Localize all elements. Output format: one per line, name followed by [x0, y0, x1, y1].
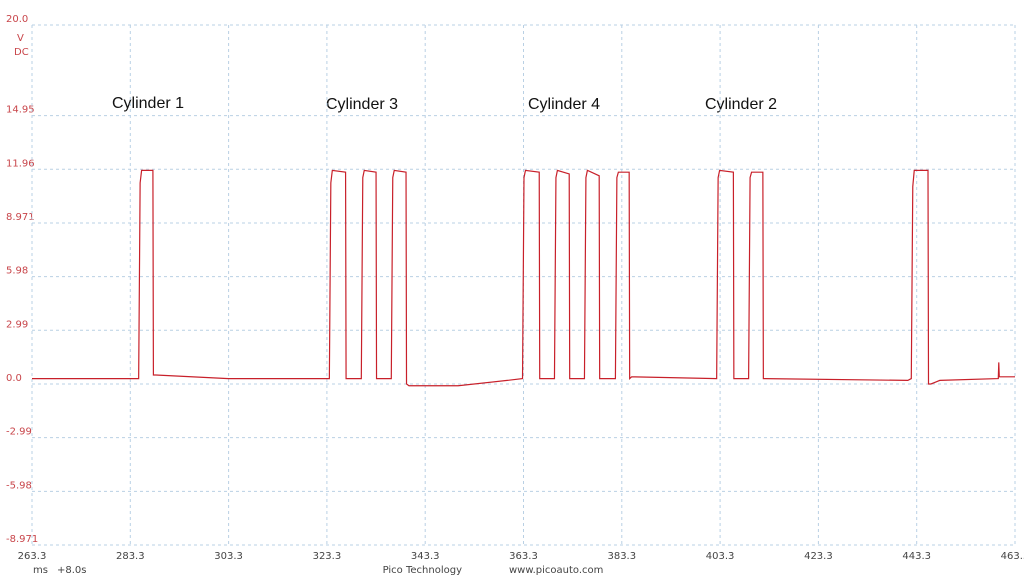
footer-url: www.picoauto.com — [509, 565, 603, 576]
x-tick-label: 323.3 — [313, 551, 342, 562]
annotation: Cylinder 1 — [112, 95, 184, 112]
annotation: Cylinder 2 — [705, 96, 777, 113]
x-tick-label: 403.3 — [706, 551, 735, 562]
y-tick-label: -8.971 — [6, 534, 38, 545]
x-offset: +8.0s — [57, 565, 87, 576]
x-tick-label: 283.3 — [116, 551, 145, 562]
y-unit: V — [17, 33, 24, 44]
y-tick-label: 2.99 — [6, 319, 28, 330]
y-tick-label: 14.95 — [6, 105, 35, 116]
y-tick-label: -2.99 — [6, 427, 32, 438]
annotation: Cylinder 3 — [326, 96, 398, 113]
y-tick-label: -5.98 — [6, 480, 32, 491]
x-tick-label: 263.3 — [18, 551, 47, 562]
y-tick-label: 20.0 — [6, 14, 28, 25]
y-tick-label: 5.98 — [6, 266, 28, 277]
x-tick-label: 383.3 — [607, 551, 636, 562]
x-unit: ms — [33, 565, 48, 576]
x-tick-label: 443.3 — [902, 551, 931, 562]
x-tick-label: 303.3 — [214, 551, 243, 562]
x-tick-label: 363.3 — [509, 551, 538, 562]
signal-trace — [32, 169, 1015, 387]
y-tick-label: 0.0 — [6, 373, 22, 384]
y-tick-label: 8.971 — [6, 212, 35, 223]
annotation: Cylinder 4 — [528, 96, 600, 113]
footer-brand: Pico Technology — [383, 565, 462, 576]
x-tick-label: 343.3 — [411, 551, 440, 562]
y-tick-label: 11.96 — [6, 158, 35, 169]
x-tick-label: 463.3 — [1001, 551, 1024, 562]
x-tick-label: 423.3 — [804, 551, 833, 562]
coupling: DC — [14, 47, 29, 58]
